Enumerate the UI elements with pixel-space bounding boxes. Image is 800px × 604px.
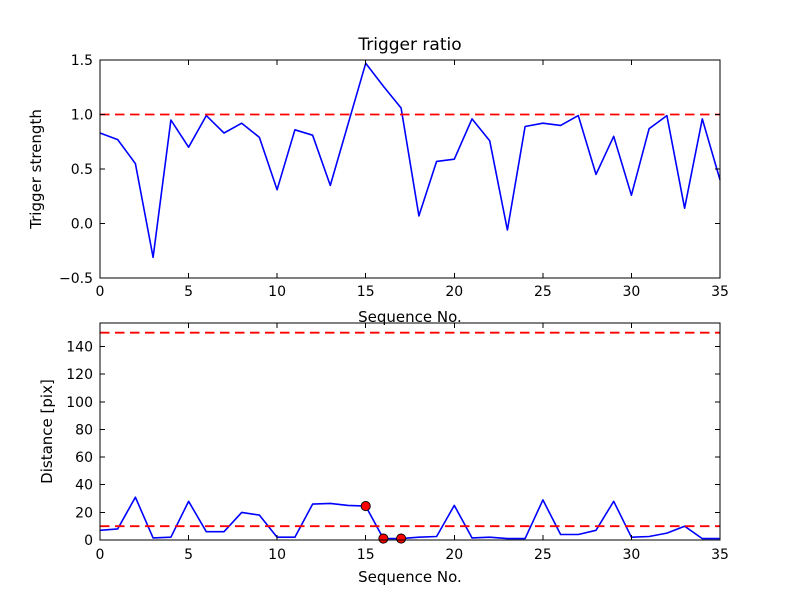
- y-tick-label: 100: [66, 395, 93, 411]
- trigger-strength-line: [99, 62, 721, 259]
- y-tick-label: 60: [75, 450, 93, 466]
- x-tick-label: 25: [534, 284, 552, 300]
- x-tick-label: 5: [184, 547, 193, 563]
- x-tick-label: 20: [445, 547, 463, 563]
- x-tick-label: 30: [622, 547, 640, 563]
- y-tick-label: 0.0: [71, 217, 93, 233]
- x-tick-label: 15: [357, 547, 375, 563]
- x-axis-label: Sequence No.: [358, 308, 462, 326]
- y-tick-label: 120: [66, 367, 93, 383]
- x-tick-label: 0: [96, 547, 105, 563]
- x-tick-label: 10: [268, 284, 286, 300]
- top-subplot: 0 5 10 15 20 25 30 35 −0.5 0.0 0.5 1.0 1.5 Trigger ra…: [27, 35, 729, 326]
- x-tick-label: 35: [711, 547, 729, 563]
- y-tick-label: 80: [75, 422, 93, 438]
- chart-title: Trigger ratio: [357, 35, 461, 55]
- y-axis-label: Trigger strength: [27, 109, 45, 230]
- x-tick-label: 15: [357, 284, 375, 300]
- x-tick-label: 35: [711, 284, 729, 300]
- marker-dot: [396, 533, 407, 544]
- x-tick-label: 5: [184, 284, 193, 300]
- distance-line: [99, 496, 720, 540]
- y-tick-label: 0: [84, 533, 93, 549]
- axes-frame: [99, 59, 721, 279]
- y-tick-label: 140: [66, 340, 93, 356]
- x-axis-label: Sequence No.: [358, 568, 462, 586]
- marker-dot: [360, 501, 371, 512]
- x-tick-label: 20: [445, 284, 463, 300]
- x-tick-label: 0: [96, 284, 105, 300]
- x-tick-label: 10: [268, 547, 286, 563]
- y-tick-label: 20: [75, 505, 93, 521]
- x-tick-label: 30: [622, 284, 640, 300]
- y-tick-label: −0.5: [59, 271, 93, 287]
- axes-frame: [99, 322, 721, 541]
- x-tick-label: 25: [534, 547, 552, 563]
- y-tick-label: 0.5: [71, 162, 93, 178]
- marker-dot: [378, 533, 389, 544]
- y-axis-label: Distance [pix]: [38, 379, 56, 484]
- y-tick-label: 40: [75, 478, 93, 494]
- y-tick-label: 1.5: [71, 53, 93, 69]
- bottom-subplot: 0 5 10 15 20 25 30 35 0 20 40 60 80 100 120 140 Sequence…: [38, 322, 729, 586]
- y-tick-label: 1.0: [71, 108, 93, 124]
